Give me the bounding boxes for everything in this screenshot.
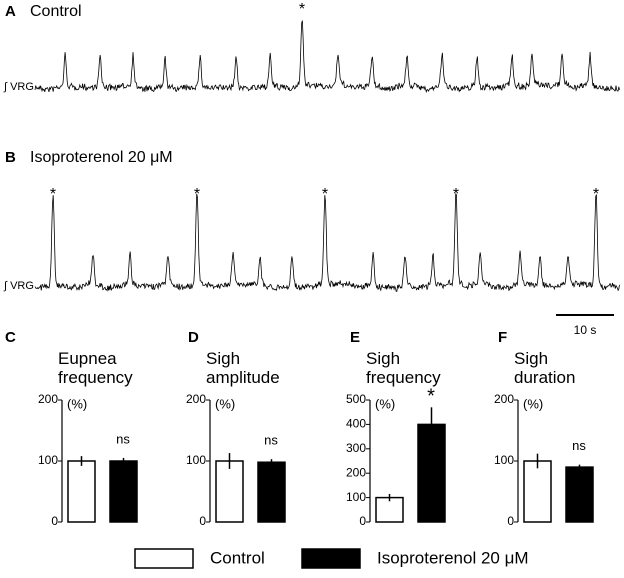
bar: [565, 466, 594, 523]
asterisk: *: [50, 186, 56, 203]
y-tick-label: 0: [507, 514, 514, 528]
bar: [215, 460, 244, 523]
unit-label: (%): [523, 396, 543, 411]
legend-label: Isoproterenol 20 μM: [377, 548, 529, 567]
panel-label: B: [5, 149, 16, 166]
trace: [34, 193, 620, 292]
legend-label: Control: [210, 548, 265, 567]
bar: [523, 460, 552, 523]
panel-label: D: [188, 329, 199, 346]
panel-label: E: [350, 329, 360, 346]
y-tick-label: 100: [38, 453, 58, 467]
annotation: ns: [572, 438, 586, 453]
unit-label: (%): [215, 396, 235, 411]
y-tick-label: 200: [346, 465, 366, 479]
scale-label: 10 s: [574, 323, 597, 337]
trace: [34, 20, 620, 94]
panel-label: C: [5, 329, 16, 346]
asterisk: *: [194, 186, 200, 203]
trace-label: ∫ VRG: [3, 280, 34, 292]
asterisk: *: [593, 186, 599, 203]
asterisk: *: [322, 186, 328, 203]
annotation: ns: [264, 433, 278, 448]
y-tick-label: 300: [346, 441, 366, 455]
chart-title: Sigh amplitude: [206, 349, 280, 387]
asterisk: *: [453, 186, 459, 203]
asterisk: *: [299, 1, 305, 18]
trace-title: Control: [30, 3, 82, 20]
panel-label: F: [498, 329, 507, 346]
legend-swatch: [134, 548, 194, 569]
trace-title: Isoproterenol 20 μM: [30, 149, 173, 166]
y-tick-label: 500: [346, 392, 366, 406]
annotation: ns: [116, 431, 130, 446]
annotation: *: [427, 386, 435, 408]
y-tick-label: 200: [38, 392, 58, 406]
y-tick-label: 200: [186, 392, 206, 406]
y-tick-label: 400: [346, 417, 366, 431]
y-tick-label: 0: [199, 514, 206, 528]
chart-title: Eupnea frequency: [58, 349, 133, 387]
unit-label: (%): [67, 396, 87, 411]
panel-label: A: [5, 3, 16, 20]
y-tick-label: 100: [494, 453, 514, 467]
unit-label: (%): [375, 396, 395, 411]
chart-title: Sigh duration: [514, 349, 576, 387]
bar: [375, 496, 404, 523]
bar: [67, 460, 96, 523]
y-tick-label: 200: [494, 392, 514, 406]
trace-label: ∫ VRG: [3, 81, 34, 93]
y-tick-label: 100: [346, 490, 366, 504]
bar: [109, 460, 138, 523]
y-tick-label: 100: [186, 453, 206, 467]
legend-swatch: [301, 548, 361, 569]
y-tick-label: 0: [51, 514, 58, 528]
chart-title: Sigh frequency: [366, 349, 441, 387]
bar: [257, 461, 286, 523]
y-tick-label: 0: [359, 514, 366, 528]
